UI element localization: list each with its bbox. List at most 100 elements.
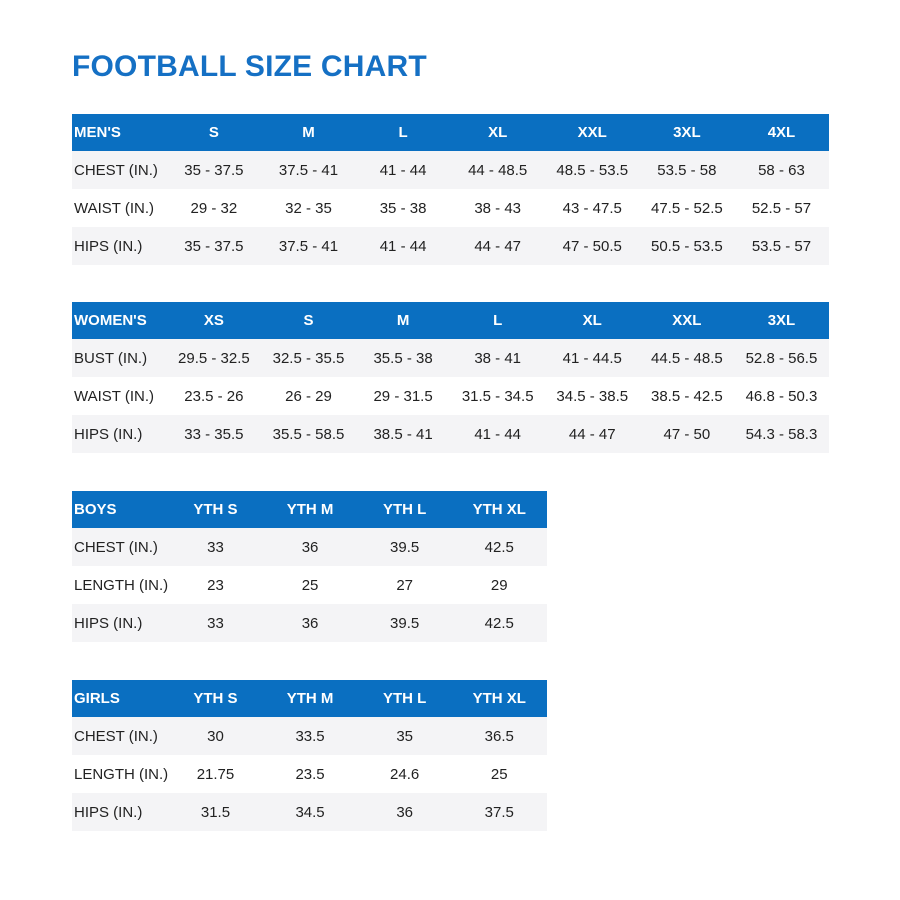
measurement-cell: 58 - 63 <box>734 151 829 189</box>
measurement-cell: 31.5 <box>168 793 263 831</box>
measurement-cell: 32.5 - 35.5 <box>261 339 356 377</box>
measurement-cell: 53.5 - 58 <box>639 151 735 189</box>
measurement-cell: 34.5 <box>262 793 358 831</box>
size-header: XL <box>544 302 640 339</box>
measurement-label: WAIST (IN.) <box>74 387 154 405</box>
measurement-cell: 25 <box>490 765 508 783</box>
measurement-cell: 44 - 47 <box>544 415 640 453</box>
measurement-cell: 48.5 - 53.5 <box>544 151 640 189</box>
size-header: YTH XL <box>451 491 547 528</box>
size-header: M <box>355 302 451 339</box>
measurement-label: BUST (IN.) <box>72 339 167 377</box>
measurement-label: LENGTH (IN.) <box>74 765 169 783</box>
measurement-cell: 33 <box>168 528 263 566</box>
table-row: WAIST (IN.) 29 - 32 32 - 35 35 - 38 38 - 43 4… <box>72 189 829 227</box>
measurement-cell: 38.5 - 42.5 <box>651 387 723 405</box>
measurement-cell: 47.5 - 52.5 <box>651 199 723 217</box>
measurement-cell: 38 - 43 <box>474 199 522 217</box>
measurement-cell: 41 - 44.5 <box>544 339 640 377</box>
measurement-cell: 36.5 <box>451 717 547 755</box>
measurement-cell: 32 - 35 <box>285 199 332 217</box>
size-header: L <box>355 114 451 151</box>
size-header: YTH S <box>168 680 263 717</box>
measurement-cell: 46.8 - 50.3 <box>745 387 818 405</box>
measurement-cell: 39.5 <box>357 604 452 642</box>
measurement-cell: 31.5 - 34.5 <box>461 387 534 405</box>
measurement-cell: 50.5 - 53.5 <box>639 227 735 265</box>
table-row: CHEST (IN.) 35 - 37.5 37.5 - 41 41 - 44 44 -… <box>72 151 829 189</box>
size-header: YTH XL <box>451 680 547 717</box>
measurement-label: HIPS (IN.) <box>72 415 167 453</box>
category-header: BOYS <box>72 491 169 528</box>
measurement-cell: 52.8 - 56.5 <box>734 339 829 377</box>
measurement-cell: 23 <box>207 576 224 594</box>
measurement-label: CHEST (IN.) <box>72 528 169 566</box>
size-header: XXL <box>544 114 640 151</box>
size-header: XL <box>450 114 545 151</box>
table-row: LENGTH (IN.) 21.75 23.5 24.6 25 <box>72 755 547 793</box>
category-header: MEN'S <box>72 114 167 151</box>
table-row: HIPS (IN.) 31.5 34.5 36 37.5 <box>72 793 547 831</box>
measurement-cell: 38 - 41 <box>450 339 545 377</box>
measurement-cell: 35 - 38 <box>379 199 427 217</box>
boys-size-table: BOYS YTH S YTH M YTH L YTH XL CHEST (IN.) 33 36… <box>72 491 547 642</box>
measurement-cell: 47 - 50.5 <box>544 227 640 265</box>
measurement-cell: 35 - 37.5 <box>166 227 262 265</box>
measurement-cell: 29 - 31.5 <box>373 387 433 405</box>
measurement-label: HIPS (IN.) <box>72 604 169 642</box>
category-header: GIRLS <box>72 680 169 717</box>
size-header: YTH M <box>262 491 358 528</box>
measurement-cell: 39.5 <box>357 528 452 566</box>
measurement-cell: 37.5 - 41 <box>261 227 356 265</box>
size-header: M <box>261 114 356 151</box>
measurement-cell: 53.5 - 57 <box>734 227 829 265</box>
measurement-cell: 23.5 <box>295 765 325 783</box>
size-header: YTH L <box>357 491 452 528</box>
table-row: HIPS (IN.) 33 - 35.5 35.5 - 58.5 38.5 - 41 4… <box>72 415 829 453</box>
measurement-cell: 41 - 44 <box>355 151 451 189</box>
measurement-cell: 26 - 29 <box>285 387 332 405</box>
header-row: WOMEN'S XS S M L XL XXL 3XL <box>72 302 829 339</box>
table-row: BUST (IN.) 29.5 - 32.5 32.5 - 35.5 35.5 - 3… <box>72 339 829 377</box>
measurement-label: CHEST (IN.) <box>72 151 167 189</box>
table-row: LENGTH (IN.) 23 25 27 29 <box>72 566 547 604</box>
mens-size-table: MEN'S S M L XL XXL 3XL 4XL CHEST (IN.) 35 - 37.5 3… <box>72 114 829 265</box>
measurement-cell: 44.5 - 48.5 <box>639 339 735 377</box>
category-header: WOMEN'S <box>72 302 167 339</box>
table-row: CHEST (IN.) 33 36 39.5 42.5 <box>72 528 547 566</box>
measurement-cell: 36 <box>262 528 358 566</box>
measurement-cell: 29 <box>490 576 508 594</box>
measurement-cell: 30 <box>168 717 263 755</box>
header-row: GIRLS YTH S YTH M YTH L YTH XL <box>72 680 547 717</box>
measurement-cell: 52.5 - 57 <box>751 199 812 217</box>
measurement-cell: 44 - 48.5 <box>450 151 545 189</box>
measurement-cell: 37.5 - 41 <box>261 151 356 189</box>
measurement-cell: 33 <box>168 604 263 642</box>
measurement-cell: 42.5 <box>451 528 547 566</box>
measurement-cell: 35.5 - 38 <box>355 339 451 377</box>
measurement-cell: 35 <box>357 717 452 755</box>
measurement-cell: 44 - 47 <box>450 227 545 265</box>
measurement-cell: 42.5 <box>451 604 547 642</box>
measurement-cell: 25 <box>301 576 319 594</box>
measurement-cell: 35.5 - 58.5 <box>261 415 356 453</box>
measurement-label: HIPS (IN.) <box>72 793 169 831</box>
measurement-cell: 27 <box>396 576 413 594</box>
size-header: L <box>450 302 545 339</box>
size-header: S <box>166 114 262 151</box>
measurement-label: CHEST (IN.) <box>72 717 169 755</box>
measurement-cell: 41 - 44 <box>450 415 545 453</box>
page-title: FOOTBALL SIZE CHART <box>72 50 427 83</box>
measurement-cell: 43 - 47.5 <box>562 199 622 217</box>
measurement-cell: 33.5 <box>262 717 358 755</box>
measurement-cell: 24.6 <box>390 765 420 783</box>
measurement-cell: 38.5 - 41 <box>355 415 451 453</box>
size-header: YTH M <box>262 680 358 717</box>
table-row: WAIST (IN.) 23.5 - 26 26 - 29 29 - 31.5 31.5… <box>72 377 829 415</box>
measurement-label: WAIST (IN.) <box>74 199 154 217</box>
measurement-cell: 21.75 <box>196 765 235 783</box>
measurement-cell: 33 - 35.5 <box>166 415 262 453</box>
size-header: S <box>261 302 356 339</box>
measurement-cell: 34.5 - 38.5 <box>556 387 629 405</box>
size-header: YTH S <box>168 491 263 528</box>
